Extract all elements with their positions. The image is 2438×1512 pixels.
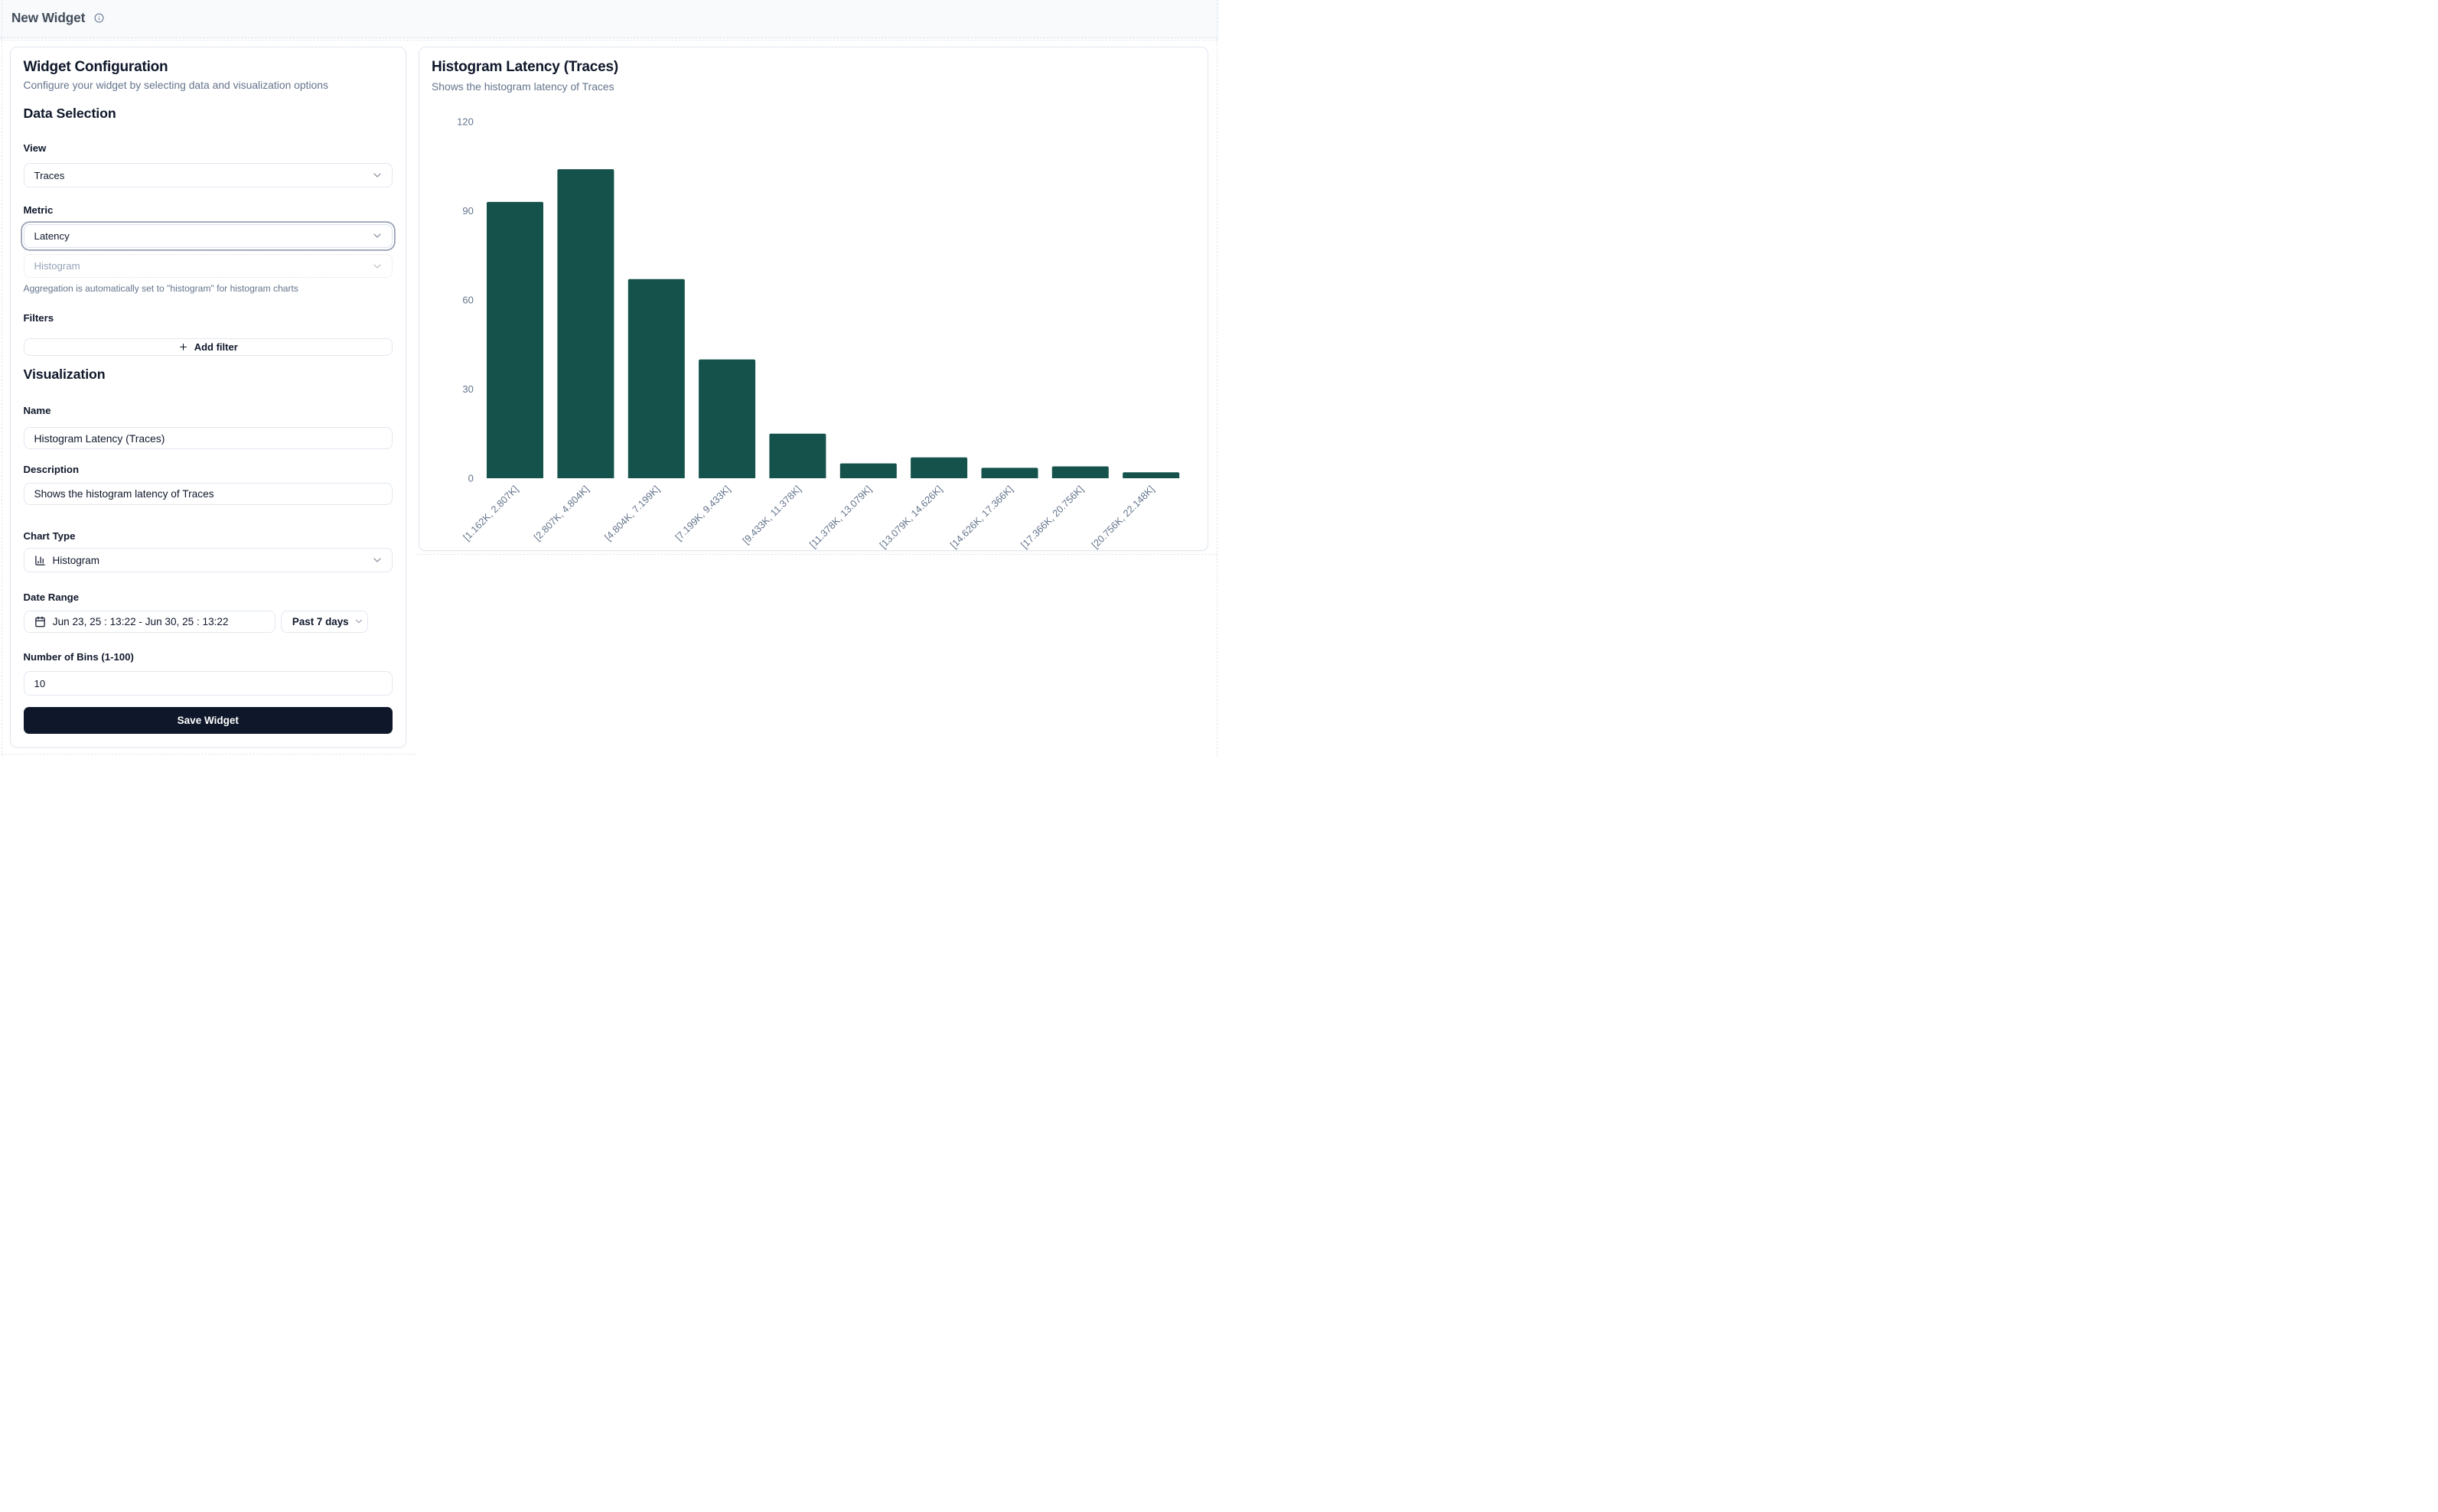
svg-text:30: 30 bbox=[462, 383, 473, 395]
svg-text:[20.756K, 22.148K]: [20.756K, 22.148K] bbox=[1089, 484, 1156, 551]
svg-text:0: 0 bbox=[468, 472, 473, 484]
svg-text:90: 90 bbox=[462, 205, 473, 217]
svg-text:[11.378K, 13.079K]: [11.378K, 13.079K] bbox=[807, 484, 873, 550]
svg-text:[14.626K, 17.366K]: [14.626K, 17.366K] bbox=[947, 484, 1015, 551]
svg-text:[17.366K, 20.756K]: [17.366K, 20.756K] bbox=[1019, 484, 1086, 551]
svg-text:[7.199K, 9.433K]: [7.199K, 9.433K] bbox=[673, 484, 732, 543]
svg-text:[13.079K, 14.626K]: [13.079K, 14.626K] bbox=[877, 484, 944, 551]
svg-text:[1.162K, 2.807K]: [1.162K, 2.807K] bbox=[461, 484, 520, 543]
svg-text:[2.807K, 4.804K]: [2.807K, 4.804K] bbox=[531, 484, 591, 543]
svg-text:[9.433K, 11.378K]: [9.433K, 11.378K] bbox=[740, 484, 803, 546]
svg-text:[4.804K, 7.199K]: [4.804K, 7.199K] bbox=[602, 484, 662, 543]
svg-text:60: 60 bbox=[462, 295, 473, 306]
svg-text:120: 120 bbox=[457, 116, 474, 128]
